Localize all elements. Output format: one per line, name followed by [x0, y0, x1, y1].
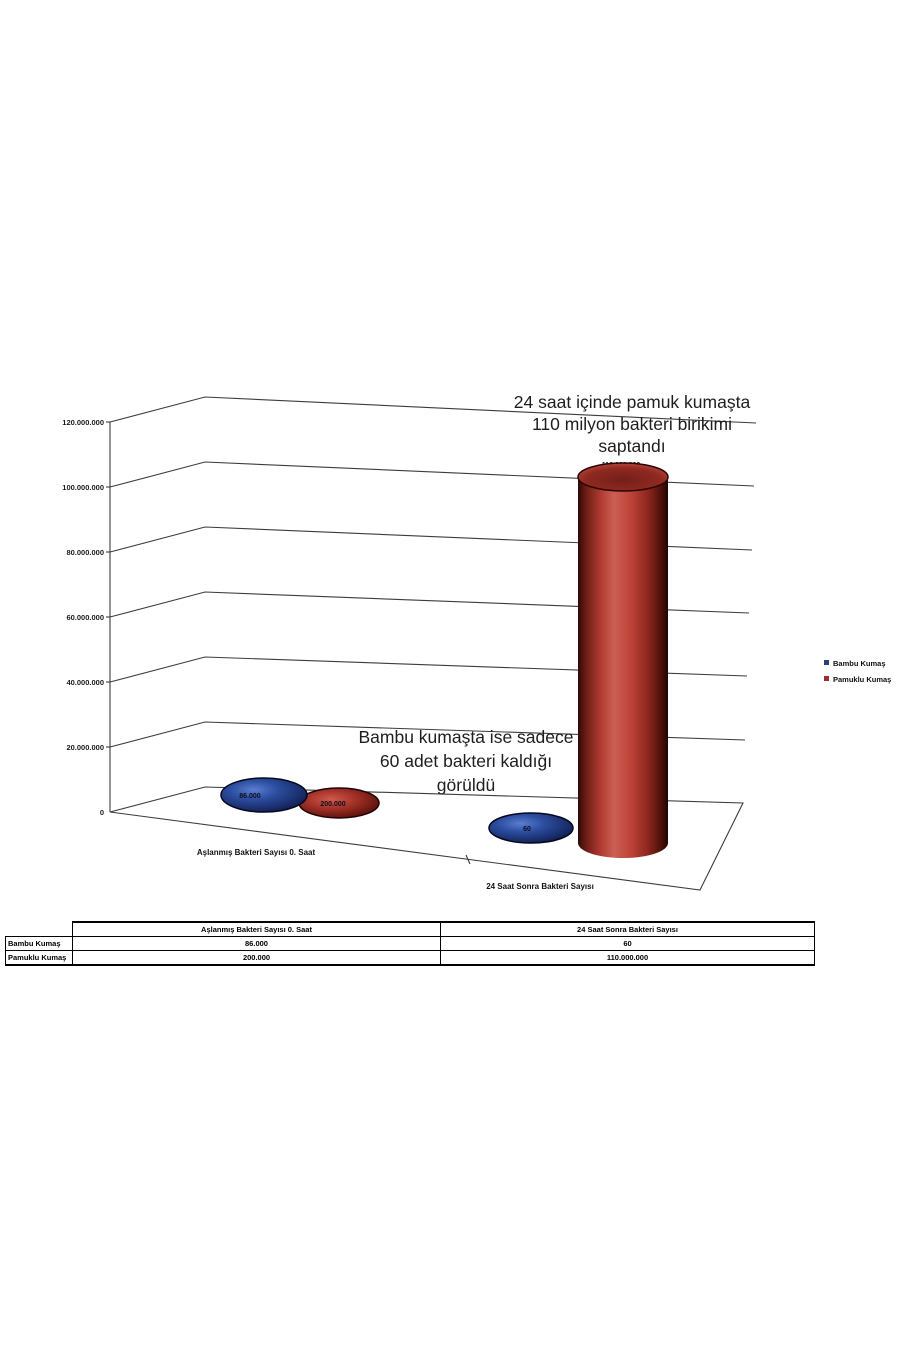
table-col-header: 24 Saat Sonra Bakteri Sayısı	[440, 921, 815, 937]
y-tick-label: 40.000.000	[66, 678, 104, 687]
y-tick-label: 80.000.000	[66, 548, 104, 557]
annotation-line: saptandı	[598, 436, 665, 456]
category-label-0saat: Aşlanmış Bakteri Sayısı 0. Saat	[197, 848, 316, 857]
y-tick-label: 100.000.000	[62, 483, 104, 492]
chart-data-table: Aşlanmış Bakteri Sayısı 0. Saat 24 Saat …	[5, 921, 815, 966]
table-cell: 110.000.000	[440, 950, 815, 966]
table-col-header: Aşlanmış Bakteri Sayısı 0. Saat	[72, 921, 441, 937]
legend-label-pamuklu: Pamuklu Kumaş	[833, 675, 891, 684]
data-label-pamuklu-0saat: 200.000	[320, 801, 345, 808]
legend-swatch-bambu	[824, 660, 829, 665]
plot-floor	[109, 786, 744, 891]
table-row-label: Pamuklu Kumaş	[5, 950, 73, 966]
table-row-pamuklu: Pamuklu Kumaş 200.000 110.000.000	[5, 950, 815, 966]
cylinder-bambu-24saat: 60	[488, 812, 574, 844]
legend-label-bambu: Bambu Kumaş	[833, 659, 886, 668]
y-axis: 120.000.000 100.000.000 80.000.000 60.00…	[62, 418, 111, 817]
y-tick-label: 20.000.000	[66, 743, 104, 752]
table-cell: 60	[440, 936, 815, 951]
y-tick-label: 120.000.000	[62, 418, 104, 427]
annotation-line: 110 milyon bakteri birikimi	[532, 414, 732, 434]
annotation-bambu: Bambu kumaşta ise sadece 60 adet bakteri…	[359, 727, 574, 795]
cylinder-bambu-0saat: 86.000	[220, 777, 308, 813]
data-label-bambu-0saat: 86.000	[239, 793, 261, 800]
y-tick-label: 0	[100, 808, 104, 817]
annotation-line: 24 saat içinde pamuk kumaşta	[514, 392, 751, 412]
annotation-line: görüldü	[437, 775, 495, 795]
table-corner-cell	[6, 922, 73, 937]
cylinder-pamuklu-24saat	[577, 462, 669, 858]
annotation-line: Bambu kumaşta ise sadece	[359, 727, 574, 747]
table-header-row: Aşlanmış Bakteri Sayısı 0. Saat 24 Saat …	[6, 921, 815, 937]
legend-swatch-pamuklu	[824, 676, 829, 681]
table-cell: 86.000	[72, 936, 441, 951]
table-cell: 200.000	[72, 950, 441, 966]
y-tick-label: 60.000.000	[66, 613, 104, 622]
category-label-24saat: 24 Saat Sonra Bakteri Sayısı	[486, 882, 594, 891]
annotation-pamuk: 24 saat içinde pamuk kumaşta 110 milyon …	[514, 392, 751, 456]
cylinder-pamuklu-0saat: 200.000	[298, 787, 380, 819]
category-axis-tick	[465, 854, 471, 865]
table-row-label: Bambu Kumaş	[5, 936, 73, 951]
plot-gridlines	[109, 396, 757, 748]
data-label-bambu-24saat: 60	[523, 826, 531, 833]
table-row-bambu: Bambu Kumaş 86.000 60	[5, 936, 815, 951]
annotation-line: 60 adet bakteri kaldığı	[380, 751, 552, 771]
chart-legend: Bambu Kumaş Pamuklu Kumaş	[824, 659, 891, 684]
